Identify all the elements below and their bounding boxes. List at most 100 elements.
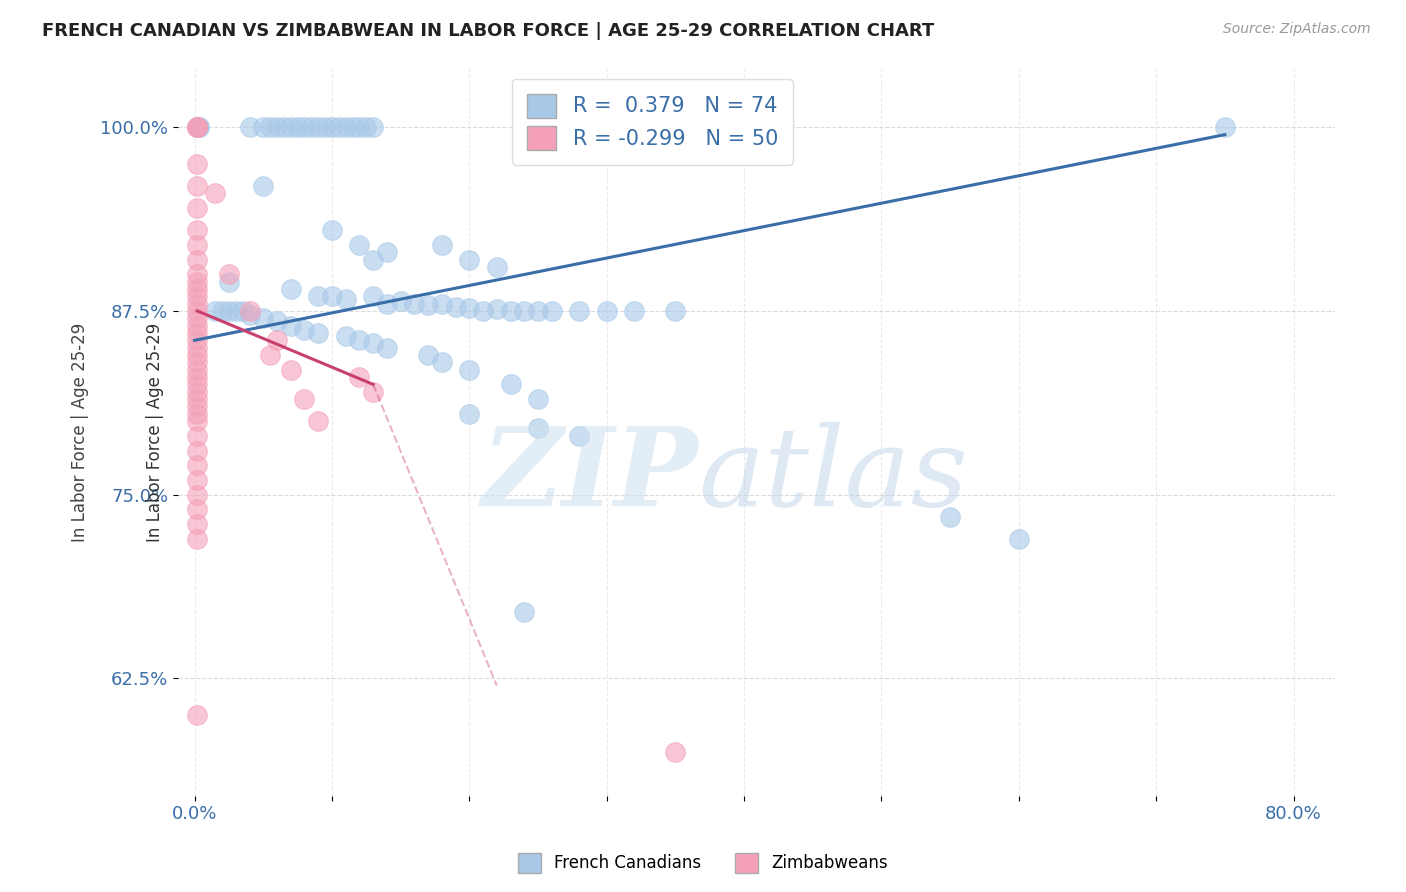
Point	[294, 323, 316, 337]
Point	[458, 362, 481, 376]
Point	[186, 304, 208, 318]
Point	[259, 120, 281, 135]
Text: Source: ZipAtlas.com: Source: ZipAtlas.com	[1223, 22, 1371, 37]
Point	[349, 120, 371, 135]
Point	[939, 509, 962, 524]
Point	[186, 179, 208, 194]
Point	[375, 245, 398, 260]
Point	[1008, 532, 1031, 546]
Point	[186, 289, 208, 303]
Point	[485, 302, 508, 317]
Point	[186, 392, 208, 406]
Point	[361, 289, 384, 303]
Point	[349, 334, 371, 348]
Point	[485, 260, 508, 274]
Point	[307, 289, 329, 303]
Point	[186, 252, 208, 267]
Point	[252, 311, 274, 326]
Point	[299, 120, 322, 135]
Point	[186, 458, 208, 473]
Point	[186, 157, 208, 171]
Point	[430, 237, 453, 252]
Point	[321, 289, 343, 303]
Point	[321, 120, 343, 135]
Point	[186, 120, 208, 135]
Point	[186, 201, 208, 215]
Point	[186, 275, 208, 289]
Point	[211, 304, 233, 318]
Point	[287, 120, 309, 135]
Point	[187, 120, 209, 135]
Point	[361, 120, 384, 135]
Point	[307, 120, 329, 135]
Point	[186, 311, 208, 326]
Point	[252, 179, 274, 194]
Point	[389, 293, 412, 308]
Point	[252, 120, 274, 135]
Point	[238, 309, 260, 323]
Point	[186, 362, 208, 376]
Point	[186, 341, 208, 355]
Point	[280, 362, 302, 376]
Legend: R =  0.379   N = 74, R = -0.299   N = 50: R = 0.379 N = 74, R = -0.299 N = 50	[512, 78, 793, 164]
Point	[186, 370, 208, 384]
Point	[540, 304, 562, 318]
Point	[307, 414, 329, 428]
Point	[232, 304, 254, 318]
Point	[218, 267, 240, 281]
Point	[186, 377, 208, 392]
Point	[307, 326, 329, 340]
Point	[361, 252, 384, 267]
Point	[527, 392, 550, 406]
Point	[527, 421, 550, 435]
Point	[430, 355, 453, 369]
Point	[349, 370, 371, 384]
Point	[273, 120, 295, 135]
Point	[458, 407, 481, 421]
Point	[186, 223, 208, 237]
Point	[458, 252, 481, 267]
Text: ZIP: ZIP	[482, 422, 699, 530]
Point	[266, 314, 288, 328]
Point	[499, 377, 522, 392]
Point	[375, 341, 398, 355]
Point	[186, 407, 208, 421]
Legend: French Canadians, Zimbabweans: French Canadians, Zimbabweans	[512, 847, 894, 880]
Point	[664, 304, 686, 318]
Point	[186, 532, 208, 546]
Point	[472, 304, 495, 318]
Point	[186, 334, 208, 348]
Point	[568, 429, 591, 443]
Y-axis label: In Labor Force | Age 25-29: In Labor Force | Age 25-29	[72, 323, 89, 541]
Point	[186, 120, 208, 135]
Point	[664, 745, 686, 759]
Point	[186, 296, 208, 310]
Point	[266, 334, 288, 348]
Point	[259, 348, 281, 362]
Point	[568, 304, 591, 318]
Point	[623, 304, 645, 318]
Point	[444, 300, 467, 314]
Point	[186, 414, 208, 428]
Point	[204, 186, 226, 201]
Point	[238, 304, 260, 318]
Point	[186, 348, 208, 362]
Point	[186, 282, 208, 296]
Point	[595, 304, 617, 318]
Point	[294, 120, 316, 135]
Point	[186, 487, 208, 501]
Point	[430, 296, 453, 310]
Point	[186, 120, 208, 135]
Point	[186, 400, 208, 414]
Point	[706, 120, 728, 135]
Point	[404, 296, 426, 310]
Point	[225, 304, 247, 318]
Point	[321, 223, 343, 237]
Point	[458, 301, 481, 315]
Point	[1213, 120, 1236, 135]
Point	[280, 318, 302, 333]
Point	[186, 120, 208, 135]
Point	[328, 120, 350, 135]
Point	[342, 120, 364, 135]
Point	[186, 443, 208, 458]
